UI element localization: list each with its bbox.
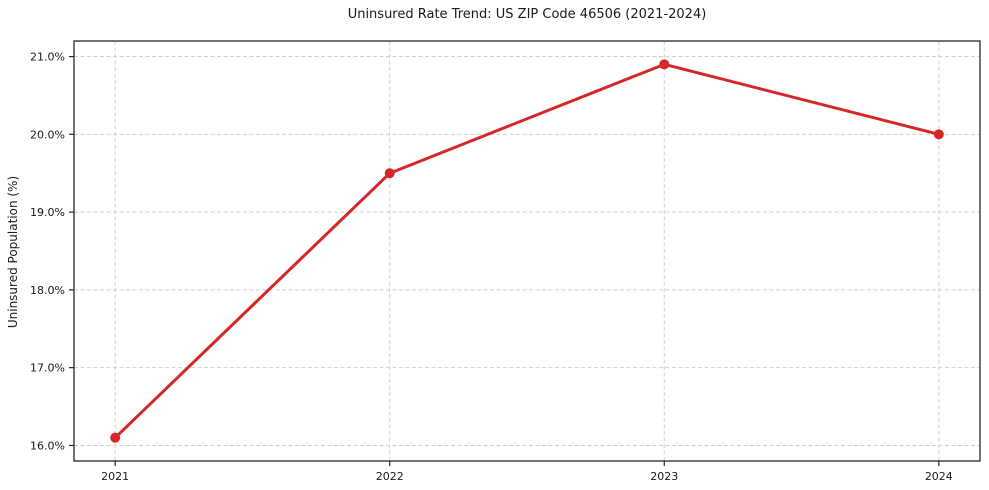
data-point bbox=[110, 432, 121, 443]
y-tick-label: 21.0% bbox=[30, 51, 65, 64]
data-point bbox=[933, 129, 944, 140]
data-point bbox=[384, 168, 395, 179]
x-tick-label: 2023 bbox=[650, 470, 678, 483]
y-tick-label: 19.0% bbox=[30, 206, 65, 219]
x-tick-label: 2024 bbox=[925, 470, 953, 483]
data-point bbox=[659, 59, 670, 70]
trend-line bbox=[113, 62, 941, 440]
y-tick-label: 17.0% bbox=[30, 362, 65, 375]
x-tick-label: 2022 bbox=[376, 470, 404, 483]
y-tick-label: 16.0% bbox=[30, 439, 65, 452]
plot-border bbox=[73, 40, 981, 462]
chart-title: Uninsured Rate Trend: US ZIP Code 46506 … bbox=[347, 7, 707, 22]
y-tick-label: 20.0% bbox=[30, 128, 65, 141]
x-tick-label: 2021 bbox=[101, 470, 129, 483]
y-tick-label: 18.0% bbox=[30, 284, 65, 297]
